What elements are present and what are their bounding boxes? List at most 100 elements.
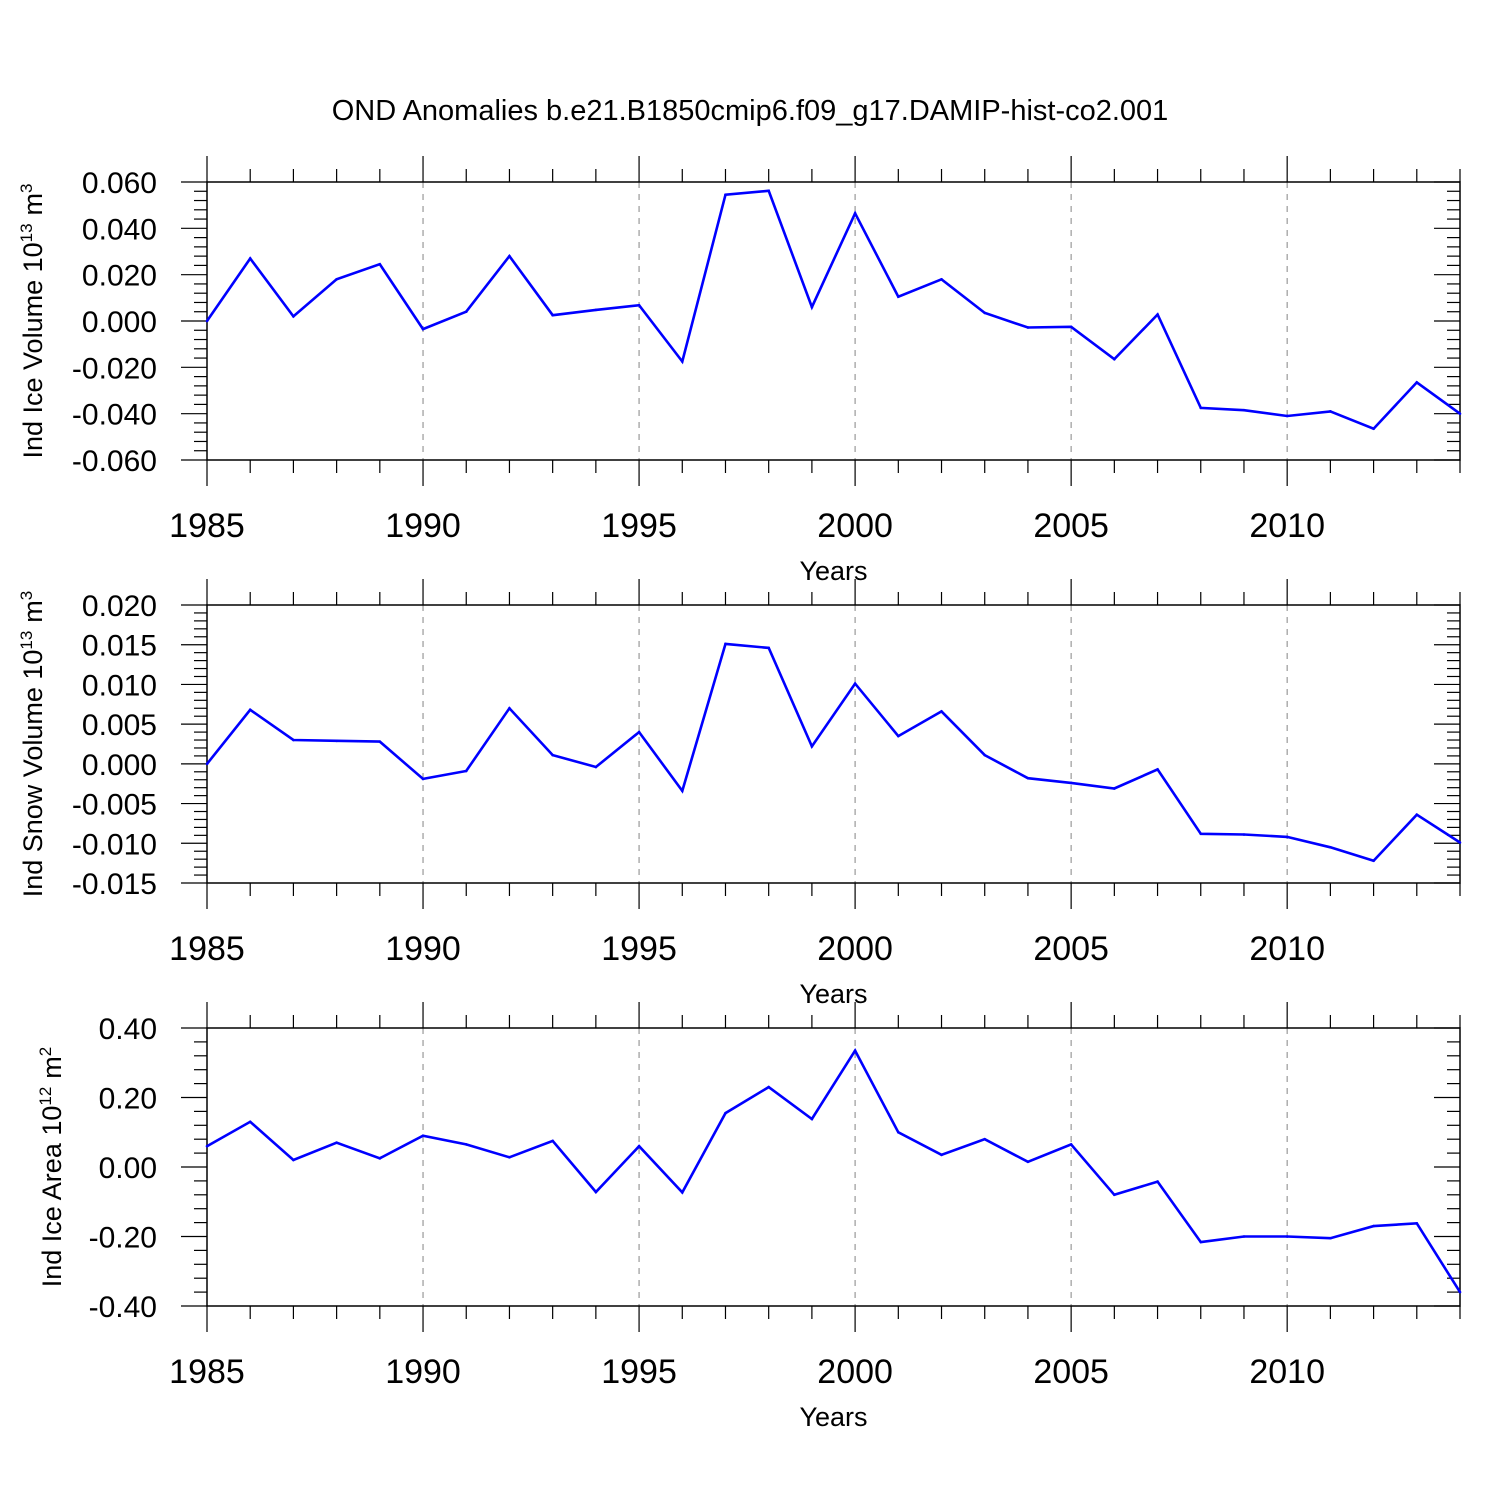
data-point (1156, 313, 1159, 316)
data-point (594, 765, 598, 769)
y-tick-label: -0.010 (72, 828, 157, 861)
y-axis-label-exponent: 13 (17, 631, 36, 650)
data-point (1372, 427, 1375, 431)
data-point (983, 753, 987, 757)
x-tick-label: 1985 (169, 930, 245, 968)
data-point (248, 708, 252, 712)
data-point (205, 1144, 209, 1148)
data-point (1285, 1235, 1289, 1238)
data-point (637, 730, 641, 734)
data-point (1415, 381, 1419, 384)
data-point (464, 1143, 468, 1146)
data-point (594, 1190, 598, 1194)
data-point (810, 1117, 814, 1121)
y-tick-label: 0.000 (82, 306, 157, 339)
data-point (1113, 787, 1116, 790)
data-point (464, 769, 468, 773)
data-point (1329, 410, 1332, 413)
data-point (378, 740, 382, 743)
data-point (810, 745, 814, 748)
x-tick-label: 1995 (601, 1353, 677, 1391)
x-tick-label: 2005 (1033, 507, 1109, 545)
x-tick-label: 1995 (601, 507, 677, 545)
y-axis-label-unit: m (18, 600, 48, 623)
y-axis-label-text: Ind Snow Volume 10 (18, 650, 48, 898)
y-axis-label-text: Ind Ice Volume 10 (18, 242, 48, 458)
y-tick-label: 0.040 (82, 213, 157, 246)
data-point (248, 257, 252, 260)
data-point (1199, 832, 1203, 836)
data-point (1372, 1224, 1375, 1228)
x-axis-label: Years (799, 1402, 867, 1432)
x-tick-label: 1985 (169, 507, 245, 545)
data-point (292, 315, 295, 318)
x-tick-label: 1995 (601, 930, 677, 968)
data-point (378, 1157, 382, 1160)
data-point (940, 278, 943, 281)
x-axis-label: Years (799, 556, 867, 586)
data-point (1285, 414, 1289, 418)
data-point (1156, 1180, 1159, 1183)
data-point (551, 313, 554, 317)
data-point (1458, 412, 1462, 415)
y-axis-label-unit-exponent: 3 (17, 591, 36, 600)
x-tick-label: 1990 (385, 930, 461, 968)
data-point (292, 738, 295, 742)
data-point (292, 1158, 295, 1162)
y-tick-label: -0.40 (89, 1291, 157, 1324)
plot-frame (206, 1027, 1461, 1307)
data-point (421, 327, 425, 331)
data-point (1069, 1143, 1073, 1146)
data-point (335, 739, 338, 743)
y-tick-label: 0.40 (99, 1013, 157, 1046)
data-point (1156, 768, 1159, 771)
y-tick-label: 0.20 (99, 1083, 157, 1116)
x-tick-label: 2010 (1249, 1353, 1325, 1391)
data-point (853, 682, 857, 685)
data-point (983, 311, 987, 315)
data-point (767, 189, 770, 193)
data-point (1199, 1240, 1203, 1244)
plot-frame (206, 181, 1461, 461)
data-point (724, 193, 727, 197)
data-point (1458, 1290, 1462, 1294)
data-point (1113, 357, 1116, 361)
y-axis-label-unit: m (37, 1056, 67, 1079)
data-point (897, 734, 900, 738)
data-point (767, 1085, 770, 1089)
data-point (421, 1134, 425, 1138)
data-point (1415, 813, 1419, 816)
y-tick-label: 0.010 (82, 669, 157, 702)
data-point (508, 254, 511, 258)
data-point (940, 1153, 943, 1157)
plot-frame (206, 604, 1461, 884)
data-point (1458, 841, 1462, 844)
data-point (1069, 325, 1073, 329)
data-point (1242, 408, 1246, 412)
y-tick-label: -0.040 (72, 399, 157, 432)
data-point (421, 777, 425, 781)
series-line (205, 642, 1461, 863)
x-axis-label: Years (799, 979, 867, 1009)
x-tick-label: 2000 (817, 1353, 893, 1391)
y-tick-label: 0.020 (82, 590, 157, 623)
y-tick-label: 0.000 (82, 749, 157, 782)
y-axis-label: Ind Ice Area 1012 m2 (36, 1047, 67, 1288)
data-point (1199, 406, 1203, 410)
figure-title: OND Anomalies b.e21.B1850cmip6.f09_g17.D… (332, 95, 1169, 127)
y-tick-label: 0.00 (99, 1152, 157, 1185)
data-point (378, 262, 382, 266)
x-tick-label: 2005 (1033, 930, 1109, 968)
y-tick-label: 0.020 (82, 260, 157, 293)
x-tick-label: 2010 (1249, 507, 1325, 545)
y-tick-label: 0.015 (82, 630, 157, 663)
y-axis-label-unit-exponent: 3 (17, 183, 36, 192)
data-point (810, 305, 814, 309)
data-point (724, 642, 727, 646)
panel-1: 1985 1990 1995 2000 2005 2010 0.060 0.040 0.020 0… (17, 156, 1462, 586)
y-axis-label-exponent: 12 (36, 1087, 55, 1106)
y-axis-label: Ind Ice Volume 1013 m3 (17, 183, 48, 458)
x-tick-label: 1990 (385, 1353, 461, 1391)
panel-3: 1985 1990 1995 2000 2005 2010 0.40 0.20 0.00 -0.2… (36, 1002, 1462, 1432)
